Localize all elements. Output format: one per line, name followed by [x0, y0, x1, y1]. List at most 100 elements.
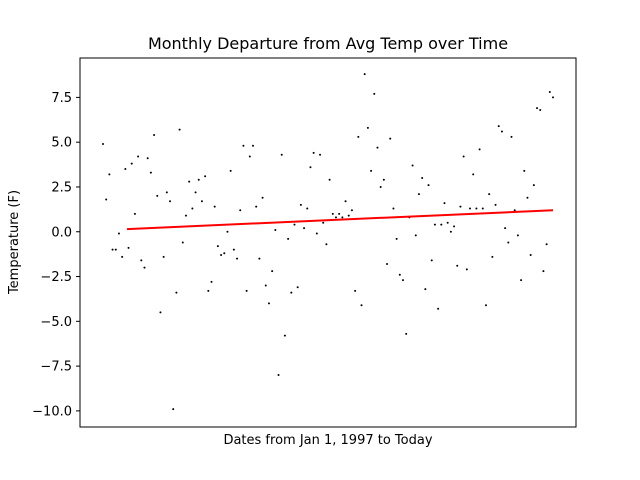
data-point — [414, 234, 417, 237]
data-point — [472, 173, 475, 176]
data-point — [548, 91, 551, 94]
y-tick-label: 0.0 — [51, 225, 72, 240]
data-point — [191, 207, 194, 210]
data-point — [309, 166, 312, 169]
data-point — [216, 245, 219, 248]
data-point — [510, 135, 513, 138]
data-point — [366, 126, 369, 129]
data-point — [328, 178, 331, 181]
data-point — [475, 207, 478, 210]
data-point — [526, 196, 529, 199]
data-point — [169, 200, 172, 203]
plot-area: −10.0 −7.5 −5.0 −2.5 0.0 2.5 5.0 7.5 — [32, 57, 577, 428]
data-point — [453, 225, 456, 228]
data-point — [108, 173, 111, 176]
data-point — [267, 302, 270, 305]
trend-line — [126, 209, 554, 231]
data-point — [255, 205, 258, 208]
data-point — [283, 334, 286, 337]
data-point — [299, 203, 302, 206]
data-point — [303, 227, 306, 230]
data-point — [181, 241, 184, 244]
data-point — [124, 168, 127, 171]
data-point — [347, 214, 350, 217]
data-point — [465, 268, 468, 271]
data-point — [264, 284, 267, 287]
data-point — [271, 270, 274, 273]
data-point — [178, 128, 181, 131]
data-point — [344, 200, 347, 203]
data-point — [545, 243, 548, 246]
data-point — [280, 153, 283, 156]
data-point — [306, 207, 309, 210]
y-tick-label: −5.0 — [40, 315, 72, 330]
data-point — [386, 262, 389, 265]
y-tick-label: −7.5 — [40, 360, 72, 375]
data-point — [402, 279, 404, 282]
data-point — [376, 146, 379, 149]
y-axis-label: Temperature (F) — [7, 190, 22, 295]
data-point — [274, 228, 277, 231]
data-point — [417, 193, 420, 196]
data-point — [520, 279, 523, 282]
data-point — [175, 291, 178, 294]
data-point — [121, 255, 124, 258]
data-point — [130, 162, 133, 165]
data-point — [296, 286, 299, 289]
data-point — [220, 254, 223, 257]
data-point — [188, 180, 191, 183]
data-point — [504, 227, 507, 230]
data-point — [462, 155, 465, 158]
data-point — [500, 130, 503, 133]
data-point — [245, 289, 248, 292]
data-point — [529, 254, 532, 257]
data-point — [552, 96, 554, 99]
data-point — [207, 289, 210, 292]
data-point — [469, 207, 472, 210]
data-point — [334, 216, 337, 219]
data-point — [277, 374, 280, 377]
data-point — [484, 304, 487, 307]
y-tick-label: −10.0 — [32, 404, 72, 419]
data-point — [146, 157, 149, 160]
data-point — [159, 311, 162, 314]
data-point — [542, 270, 545, 273]
data-point — [421, 177, 424, 180]
data-point — [411, 164, 414, 167]
y-tick-label: 2.5 — [51, 180, 72, 195]
data-point — [516, 234, 519, 237]
data-point — [536, 107, 539, 110]
data-point — [398, 273, 401, 276]
data-point — [373, 92, 376, 95]
data-point — [478, 148, 481, 151]
data-point — [392, 207, 395, 210]
data-point — [491, 255, 494, 258]
data-point — [102, 142, 104, 145]
data-point — [481, 207, 484, 210]
data-point — [440, 223, 443, 226]
data-point — [223, 252, 226, 255]
data-point — [114, 248, 117, 251]
data-point — [312, 151, 315, 154]
data-point — [532, 184, 535, 187]
data-point — [105, 198, 108, 201]
data-point — [143, 266, 146, 269]
data-point — [153, 134, 156, 137]
data-point — [405, 332, 408, 335]
data-point — [424, 288, 427, 291]
y-tick-label: 5.0 — [51, 136, 72, 151]
data-point — [331, 212, 334, 215]
data-point — [360, 304, 363, 307]
data-point — [137, 155, 140, 158]
data-point — [197, 178, 200, 181]
trend-line-segment — [126, 209, 554, 231]
data-point — [497, 125, 500, 128]
data-point — [354, 289, 357, 292]
data-point — [427, 184, 430, 187]
data-point — [507, 241, 510, 244]
data-point — [184, 214, 187, 217]
data-point — [433, 223, 436, 226]
data-point — [322, 221, 325, 224]
data-point — [430, 259, 433, 262]
data-point — [370, 169, 373, 172]
